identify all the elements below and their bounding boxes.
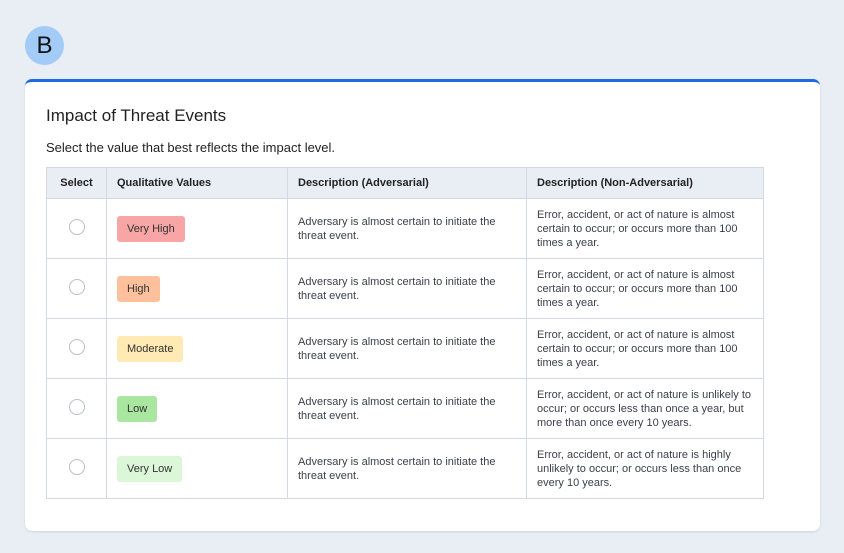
non-adversarial-description: Error, accident, or act of nature is unl… <box>526 378 764 439</box>
qualitative-value-cell: Very High <box>106 198 288 259</box>
instructions: Select the value that best reflects the … <box>46 140 336 155</box>
avatar-letter: B <box>36 31 53 59</box>
impact-radio[interactable] <box>68 458 85 475</box>
impact-level-badge: Very High <box>117 215 185 242</box>
table-row[interactable]: High Adversary is almost certain to init… <box>46 258 764 319</box>
adversarial-description: Adversary is almost certain to initiate … <box>287 198 527 259</box>
non-adversarial-description: Error, accident, or act of nature is hig… <box>526 438 764 499</box>
table-row[interactable]: Very Low Adversary is almost certain to … <box>46 438 764 499</box>
non-adversarial-description: Error, accident, or act of nature is alm… <box>526 198 764 259</box>
qualitative-value-cell: Low <box>106 378 288 439</box>
select-cell[interactable] <box>46 438 107 499</box>
qualitative-value-cell: Very Low <box>106 438 288 499</box>
adversarial-description: Adversary is almost certain to initiate … <box>287 258 527 319</box>
impact-radio[interactable] <box>68 218 85 235</box>
adversarial-description: Adversary is almost certain to initiate … <box>287 438 527 499</box>
impact-level-badge: High <box>117 275 160 302</box>
adversarial-description: Adversary is almost certain to initiate … <box>287 318 527 379</box>
non-adversarial-description: Error, accident, or act of nature is alm… <box>526 258 764 319</box>
select-cell[interactable] <box>46 198 107 259</box>
impact-level-badge: Very Low <box>117 455 183 482</box>
impact-level-badge: Low <box>117 395 158 422</box>
select-cell[interactable] <box>46 378 107 439</box>
qualitative-value-cell: Moderate <box>106 318 288 379</box>
table-header-row: Select Qualitative Values Description (A… <box>46 167 764 199</box>
header-select: Select <box>46 167 107 199</box>
select-cell[interactable] <box>46 258 107 319</box>
avatar: B <box>25 26 64 65</box>
impact-radio[interactable] <box>68 278 85 295</box>
impact-table: Select Qualitative Values Description (A… <box>46 167 764 499</box>
impact-radio[interactable] <box>68 338 85 355</box>
non-adversarial-description: Error, accident, or act of nature is alm… <box>526 318 764 379</box>
adversarial-description: Adversary is almost certain to initiate … <box>287 378 527 439</box>
table-row[interactable]: Moderate Adversary is almost certain to … <box>46 318 764 379</box>
select-cell[interactable] <box>46 318 107 379</box>
header-description-non-adversarial: Description (Non-Adversarial) <box>526 167 764 199</box>
table-row[interactable]: Low Adversary is almost certain to initi… <box>46 378 764 439</box>
impact-radio[interactable] <box>68 398 85 415</box>
impact-card: Impact of Threat Events Select the value… <box>25 79 820 531</box>
table-row[interactable]: Very High Adversary is almost certain to… <box>46 198 764 259</box>
impact-level-badge: Moderate <box>117 335 184 362</box>
header-qualitative-values: Qualitative Values <box>106 167 288 199</box>
qualitative-value-cell: High <box>106 258 288 319</box>
header-description-adversarial: Description (Adversarial) <box>287 167 527 199</box>
page-title: Impact of Threat Events <box>46 106 227 125</box>
